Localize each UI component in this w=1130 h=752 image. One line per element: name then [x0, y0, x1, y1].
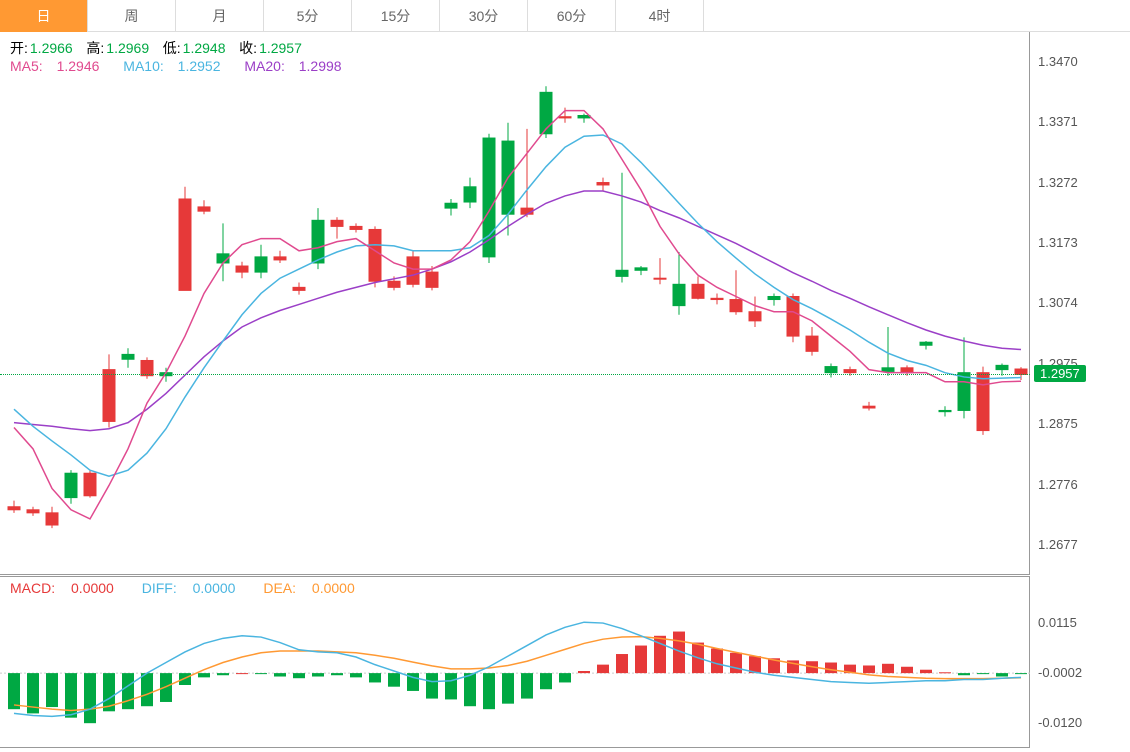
price-tick: 1.2677	[1038, 537, 1078, 552]
ma5-value: 1.2946	[57, 58, 100, 74]
current-price-line	[0, 374, 1030, 375]
macd-label: MACD:	[10, 580, 55, 596]
timeframe-tab-0[interactable]: 日	[0, 0, 88, 32]
ohlc-readout: 开:1.2966 高:1.2969 低:1.2948 收:1.2957	[10, 38, 304, 58]
dea-label: DEA:	[263, 580, 296, 596]
high-label: 高:	[86, 40, 104, 56]
macd-value: 0.0000	[71, 580, 114, 596]
timeframe-tab-7[interactable]: 4时	[616, 0, 704, 32]
price-tick: 1.3272	[1038, 175, 1078, 190]
candlestick-chart[interactable]	[0, 32, 1030, 575]
ma20-label: MA20:	[244, 58, 284, 74]
ma-readout: MA5: 1.2946 MA10: 1.2952 MA20: 1.2998	[10, 58, 362, 74]
open-value: 1.2966	[30, 40, 73, 56]
timeframe-tabs: 日周月5分15分30分60分4时	[0, 0, 1130, 32]
timeframe-tab-3[interactable]: 5分	[264, 0, 352, 32]
timeframe-tab-4[interactable]: 15分	[352, 0, 440, 32]
ma10-value: 1.2952	[178, 58, 221, 74]
macd-tick: 0.0115	[1038, 615, 1077, 630]
timeframe-tab-2[interactable]: 月	[176, 0, 264, 32]
price-tick: 1.3371	[1038, 114, 1078, 129]
price-axis: 1.34701.33711.32721.31731.30741.29751.28…	[1032, 32, 1127, 575]
ma10-label: MA10:	[123, 58, 163, 74]
ma5-label: MA5:	[10, 58, 43, 74]
price-tick: 1.3470	[1038, 54, 1078, 69]
timeframe-tab-1[interactable]: 周	[88, 0, 176, 32]
price-tick: 1.3173	[1038, 235, 1078, 250]
macd-chart[interactable]	[0, 576, 1030, 748]
diff-value: 0.0000	[193, 580, 236, 596]
current-price-badge: 1.2957	[1034, 365, 1086, 382]
dea-value: 0.0000	[312, 580, 355, 596]
price-tick: 1.2776	[1038, 477, 1078, 492]
high-value: 1.2969	[106, 40, 149, 56]
diff-label: DIFF:	[142, 580, 177, 596]
low-value: 1.2948	[183, 40, 226, 56]
close-label: 收:	[239, 40, 257, 56]
macd-tick: -0.0002	[1038, 665, 1082, 680]
macd-readout: MACD: 0.0000 DIFF: 0.0000 DEA: 0.0000	[10, 580, 379, 596]
macd-tick: -0.0120	[1038, 715, 1082, 730]
close-value: 1.2957	[259, 40, 302, 56]
price-tick: 1.2875	[1038, 416, 1078, 431]
macd-axis: 0.0115 -0.0002 -0.0120	[1032, 576, 1127, 748]
price-tick: 1.3074	[1038, 295, 1078, 310]
timeframe-tab-6[interactable]: 60分	[528, 0, 616, 32]
open-label: 开:	[10, 40, 28, 56]
timeframe-tab-5[interactable]: 30分	[440, 0, 528, 32]
ma20-value: 1.2998	[299, 58, 342, 74]
low-label: 低:	[163, 40, 181, 56]
